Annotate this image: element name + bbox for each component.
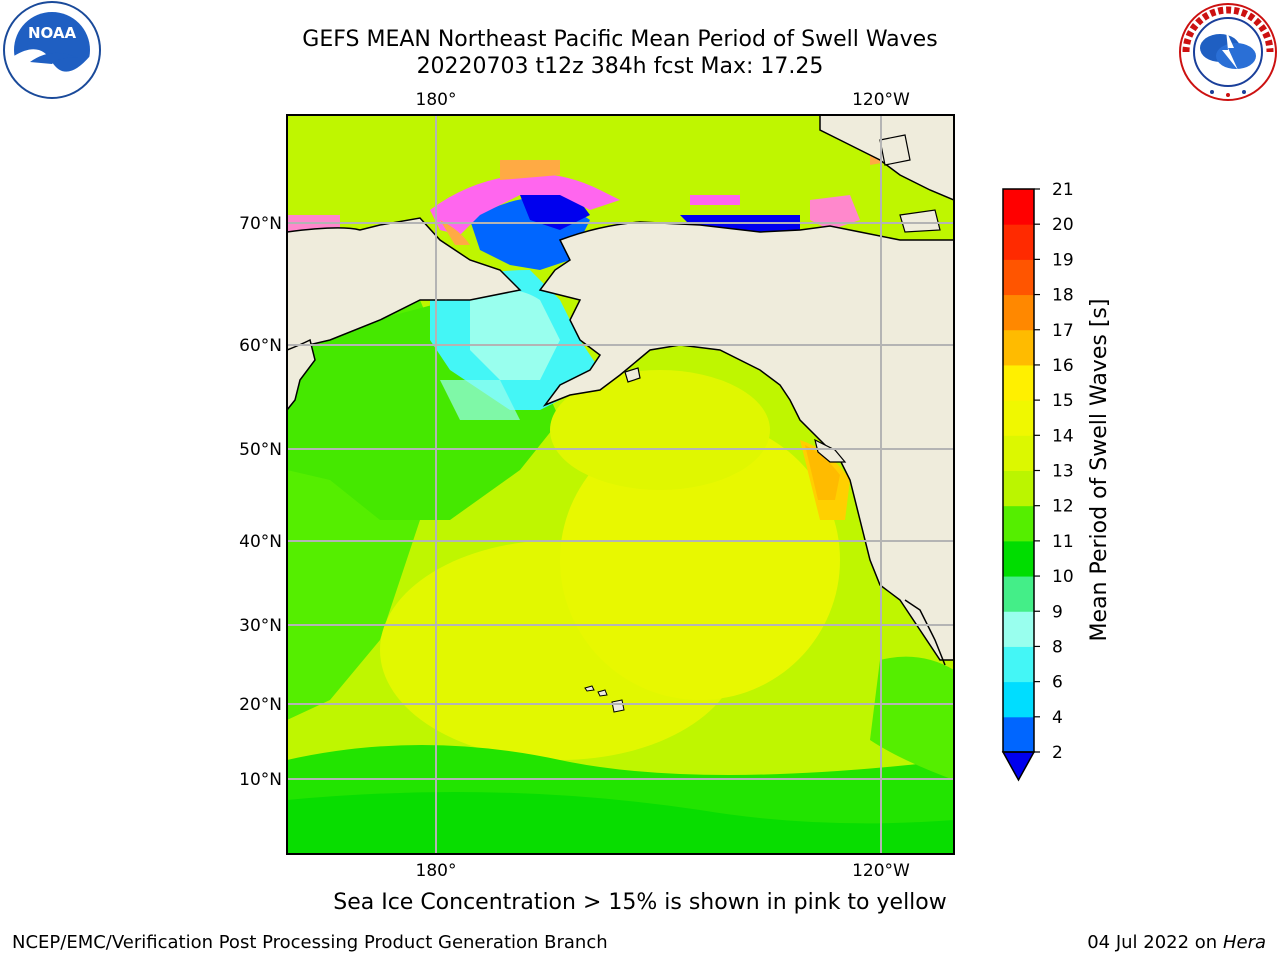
colorbar-label: Mean Period of Swell Waves [s] bbox=[1087, 299, 1112, 642]
lon-label-120w-bottom: 120°W bbox=[852, 861, 910, 881]
colorbar-under-arrow bbox=[1001, 751, 1036, 782]
colorbar-segment bbox=[1003, 189, 1034, 225]
lon-label-120w-top: 120°W bbox=[852, 90, 910, 110]
lon-label-180-bottom: 180° bbox=[416, 861, 457, 881]
colorbar-tick-label: 6 bbox=[1052, 673, 1063, 693]
lat-label-20n: 20°N bbox=[239, 695, 282, 715]
colorbar-tick-label: 11 bbox=[1052, 532, 1074, 552]
colorbar-segment bbox=[1003, 611, 1034, 647]
footer-host: Hera bbox=[1222, 932, 1266, 953]
footer-credit: NCEP/EMC/Verification Post Processing Pr… bbox=[12, 932, 608, 953]
lat-label-70n: 70°N bbox=[239, 214, 282, 234]
colorbar-segment bbox=[1003, 540, 1034, 577]
colorbar-tick-label: 13 bbox=[1052, 462, 1074, 482]
colorbar-segment bbox=[1003, 400, 1034, 436]
colorbar-segment bbox=[1003, 646, 1034, 683]
colorbar: 2 4 6 8 9 10 11 12 13 14 15 16 17 18 19 20 21 bbox=[1001, 180, 1074, 782]
colorbar-tick-label: 14 bbox=[1052, 426, 1074, 446]
colorbar-tick-label: 19 bbox=[1052, 250, 1074, 270]
chart-subtitle: 20220703 t12z 384h fcst Max: 17.25 bbox=[416, 54, 824, 79]
colorbar-tick-label: 4 bbox=[1052, 708, 1063, 728]
colorbar-segment bbox=[1003, 576, 1034, 612]
lat-label-40n: 40°N bbox=[239, 532, 282, 552]
chart-title: GEFS MEAN Northeast Pacific Mean Period … bbox=[302, 27, 938, 52]
colorbar-segment bbox=[1003, 470, 1034, 507]
map-frame bbox=[286, 114, 955, 855]
lon-label-180-top: 180° bbox=[416, 90, 457, 110]
colorbar-segment bbox=[1003, 259, 1034, 296]
colorbar-segment bbox=[1003, 224, 1034, 260]
colorbar-segment bbox=[1003, 681, 1034, 718]
colorbar-tick-label: 15 bbox=[1052, 391, 1074, 411]
noaa-logo-icon: NOAA bbox=[3, 1, 101, 99]
colorbar-tick-label: 8 bbox=[1052, 637, 1063, 657]
lat-label-30n: 30°N bbox=[239, 616, 282, 636]
colorbar-tick-label: 10 bbox=[1052, 567, 1074, 587]
colorbar-tick-label: 16 bbox=[1052, 356, 1074, 376]
svg-text:NOAA: NOAA bbox=[28, 24, 77, 42]
lat-label-10n: 10°N bbox=[239, 770, 282, 790]
caption: Sea Ice Concentration > 15% is shown in … bbox=[333, 890, 947, 915]
footer-date: 04 Jul 2022 on Hera bbox=[1087, 932, 1266, 953]
colorbar-tick-label: 2 bbox=[1052, 743, 1063, 763]
colorbar-segment bbox=[1003, 329, 1034, 366]
colorbar-segment bbox=[1003, 364, 1034, 401]
map-area bbox=[287, 115, 954, 854]
graticule bbox=[287, 115, 954, 854]
colorbar-segment bbox=[1003, 294, 1034, 331]
lat-label-60n: 60°N bbox=[239, 336, 282, 356]
nws-logo-icon bbox=[1179, 3, 1277, 101]
colorbar-segment bbox=[1003, 505, 1034, 542]
colorbar-tick-label: 21 bbox=[1052, 180, 1074, 200]
colorbar-tick-label: 18 bbox=[1052, 286, 1074, 306]
colorbar-tick-label: 17 bbox=[1052, 321, 1074, 341]
footer-date-text: 04 Jul 2022 on bbox=[1087, 932, 1223, 953]
lat-label-50n: 50°N bbox=[239, 440, 282, 460]
colorbar-segment bbox=[1003, 716, 1034, 753]
colorbar-tick-label: 9 bbox=[1052, 602, 1063, 622]
colorbar-tick-label: 20 bbox=[1052, 215, 1074, 235]
colorbar-segment bbox=[1003, 435, 1034, 471]
colorbar-tick-label: 12 bbox=[1052, 497, 1074, 517]
